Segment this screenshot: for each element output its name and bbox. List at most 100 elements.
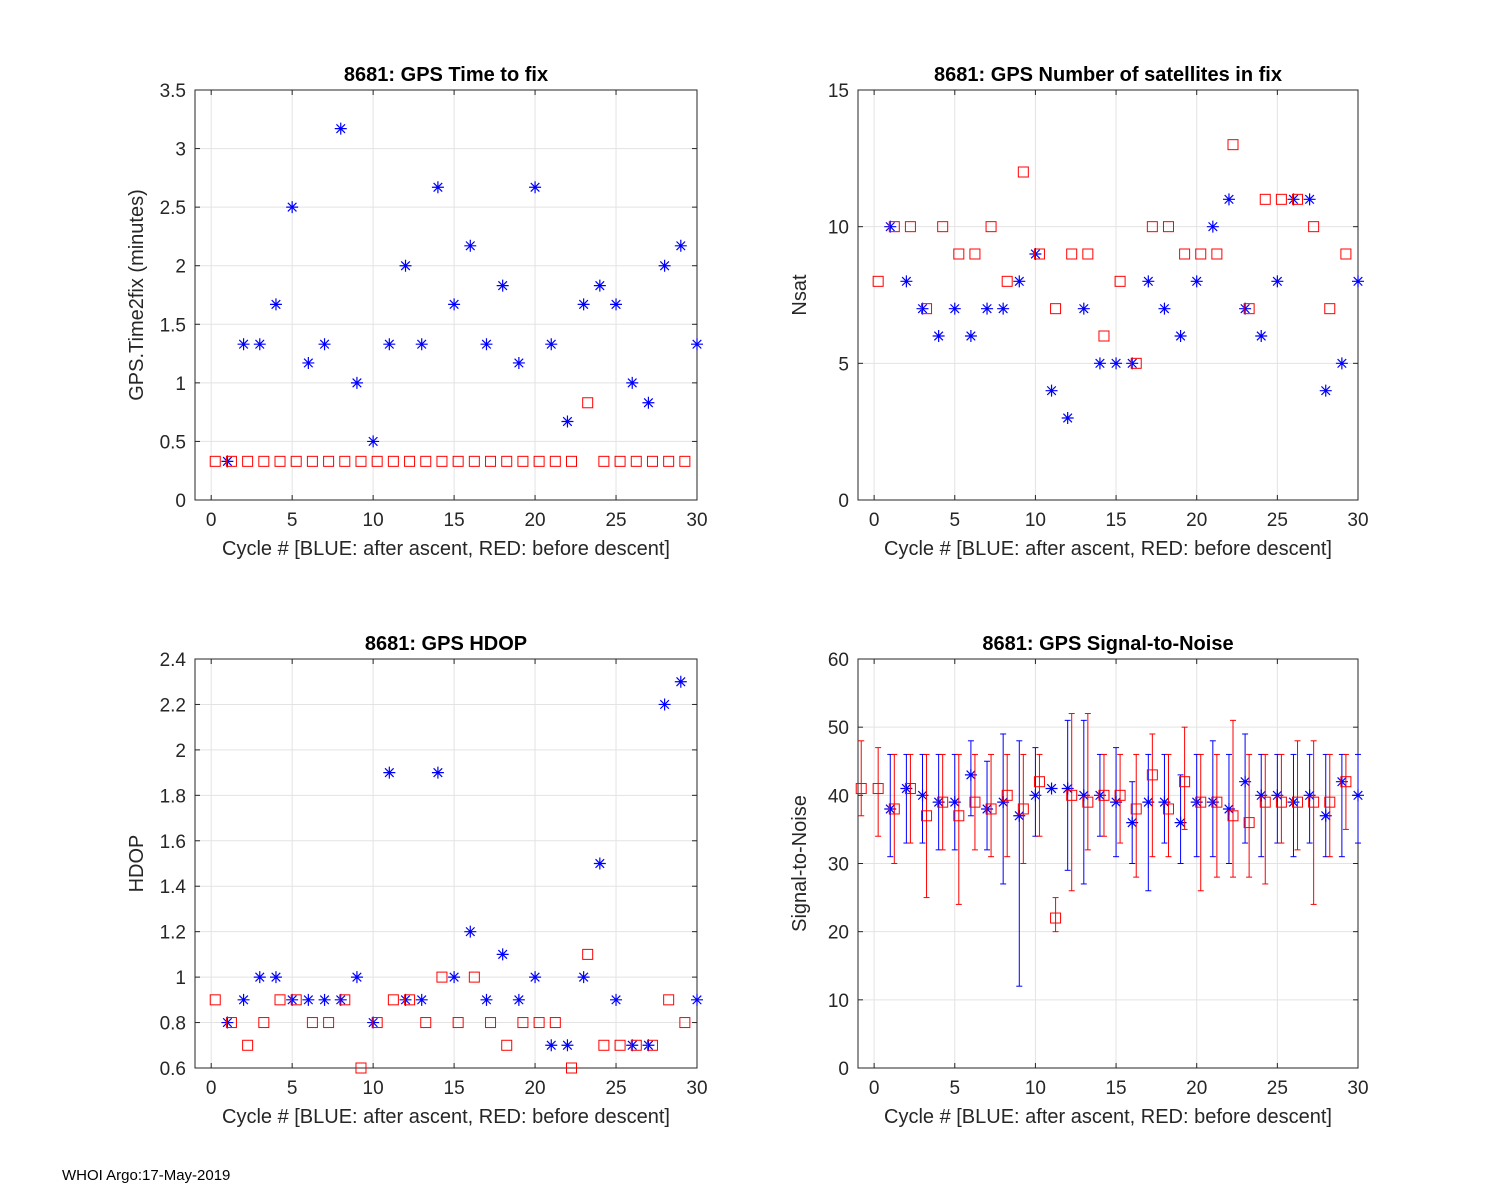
data-point-asterisk [1093, 357, 1106, 370]
data-point-asterisk [1239, 302, 1252, 315]
data-point-square [969, 796, 981, 808]
y-tick-label: 1.2 [160, 923, 186, 944]
x-tick-label: 5 [949, 510, 960, 531]
data-point-square [420, 1017, 432, 1029]
data-point-square [1292, 193, 1304, 205]
data-point-square [937, 796, 949, 808]
data-point-square [1001, 275, 1013, 287]
data-point-asterisk [464, 239, 477, 252]
data-point-asterisk [399, 259, 412, 272]
data-point-square [1146, 221, 1158, 233]
y-tick-label: 50 [828, 718, 849, 739]
series-before-descent [855, 713, 1352, 933]
data-point-asterisk [253, 971, 266, 984]
chart-title: 8681: GPS Time to fix [344, 64, 548, 86]
data-point-square [566, 1062, 577, 1074]
data-point-asterisk [269, 971, 282, 984]
x-tick-label: 10 [363, 510, 384, 531]
data-point-square [436, 455, 448, 467]
data-point-asterisk [1029, 789, 1042, 802]
data-point-asterisk [626, 376, 639, 389]
x-tick-label: 20 [1186, 510, 1207, 531]
data-point-asterisk [577, 971, 590, 984]
y-tick-label: 3 [175, 140, 186, 161]
series-after-ascent [221, 122, 703, 468]
data-point-square [258, 1017, 270, 1029]
data-point-square [679, 1017, 691, 1029]
data-point-asterisk [1126, 357, 1139, 370]
data-point-asterisk [1255, 330, 1268, 342]
y-tick-label: 0.6 [160, 1059, 186, 1080]
data-point-square [1308, 796, 1320, 808]
data-point-asterisk [334, 122, 347, 135]
data-point-asterisk [1303, 193, 1316, 206]
data-point-asterisk [1093, 789, 1106, 802]
x-tick-label: 0 [869, 510, 880, 531]
x-tick-label: 10 [363, 1078, 384, 1099]
data-point-asterisk [1319, 809, 1332, 822]
data-point-square [904, 783, 916, 795]
x-tick-label: 30 [686, 1078, 707, 1099]
data-point-asterisk [1352, 275, 1364, 288]
data-point-asterisk [480, 338, 493, 351]
data-point-square [1308, 221, 1320, 233]
x-tick-label: 25 [1267, 510, 1288, 531]
data-point-asterisk [642, 1039, 655, 1052]
data-point-square [1324, 303, 1336, 315]
data-point-square [468, 971, 480, 983]
data-point-asterisk [674, 675, 687, 688]
data-point-square [290, 455, 302, 467]
y-tick-label: 15 [828, 81, 849, 102]
x-tick-label: 0 [206, 1078, 217, 1099]
data-point-asterisk [932, 796, 945, 809]
x-tick-label: 20 [524, 510, 545, 531]
data-point-asterisk [318, 338, 331, 351]
data-point-square [209, 994, 221, 1006]
data-point-square [598, 1039, 610, 1051]
data-point-square [549, 455, 561, 467]
data-point-asterisk [399, 993, 412, 1006]
data-point-square [663, 455, 675, 467]
y-tick-label: 1 [175, 374, 186, 395]
data-point-square [1243, 303, 1255, 315]
y-tick-label: 1 [175, 968, 186, 989]
data-point-square [339, 994, 351, 1006]
data-point-square [355, 455, 367, 467]
data-point-square [1275, 193, 1287, 205]
x-tick-label: 25 [605, 1078, 626, 1099]
data-point-square [969, 248, 981, 260]
y-tick-label: 0.8 [160, 1014, 186, 1035]
data-point-asterisk [496, 948, 509, 961]
data-point-square [387, 455, 399, 467]
data-point-square [1162, 803, 1174, 815]
y-tick-label: 1.5 [160, 315, 186, 336]
data-point-square [1017, 166, 1029, 178]
data-point-square [614, 455, 626, 467]
series-after-ascent [884, 719, 1364, 987]
data-point-square [646, 1039, 658, 1051]
data-point-asterisk [545, 338, 558, 351]
data-point-square [404, 994, 416, 1006]
data-point-asterisk [1206, 796, 1219, 809]
data-point-asterisk [1303, 789, 1316, 802]
series-before-descent [209, 948, 691, 1074]
x-axis-label: Cycle # [BLUE: after ascent, RED: before… [222, 1106, 670, 1128]
data-point-asterisk [932, 330, 945, 342]
data-point-square [1275, 796, 1287, 808]
data-point-square [1082, 796, 1094, 808]
data-point-square [468, 455, 480, 467]
data-point-square [323, 1017, 335, 1029]
y-tick-label: 3.5 [160, 81, 186, 102]
data-point-asterisk [1045, 384, 1058, 397]
data-point-square [921, 303, 933, 315]
x-tick-label: 5 [949, 1078, 960, 1099]
y-tick-label: 2 [175, 257, 186, 278]
data-point-square [306, 1017, 318, 1029]
data-point-asterisk [415, 993, 428, 1006]
data-point-square [598, 455, 610, 467]
data-point-square [1227, 810, 1239, 822]
data-point-square [566, 455, 577, 467]
data-point-square [485, 1017, 497, 1029]
x-tick-label: 20 [524, 1078, 545, 1099]
data-point-asterisk [1029, 248, 1042, 260]
